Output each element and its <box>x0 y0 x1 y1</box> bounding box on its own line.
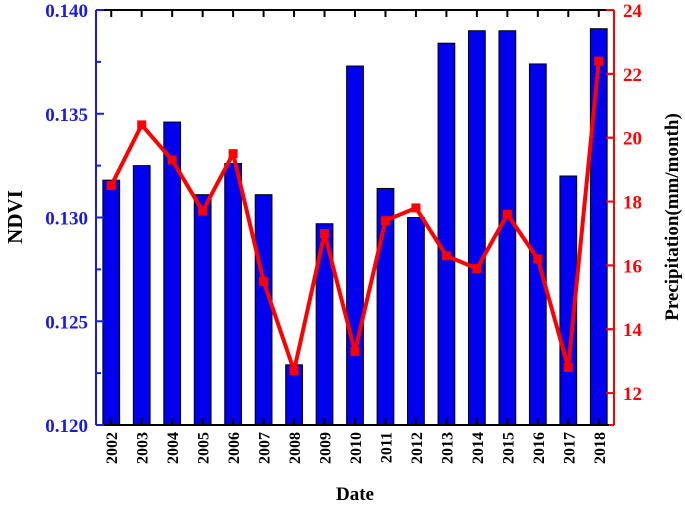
y-left-axis-title: NDVI <box>3 190 27 244</box>
ndvi-bar-2007 <box>254 194 273 426</box>
y-left-tick-label: 0.135 <box>45 105 88 126</box>
ndvi-bar-2012 <box>407 217 425 426</box>
precipitation-marker-2015 <box>502 209 512 219</box>
ndvi-bar-2002 <box>102 179 121 426</box>
precipitation-marker-2014 <box>472 264 482 274</box>
y-left-tick-label: 0.120 <box>45 416 88 437</box>
precipitation-marker-2013 <box>441 251 451 261</box>
x-tick-label-2007: 2007 <box>257 432 274 464</box>
y-left-tick-label: 0.130 <box>45 209 88 230</box>
ndvi-bar-2010 <box>346 65 364 426</box>
x-tick-label-2017: 2017 <box>561 432 578 464</box>
y-right-tick-label: 12 <box>623 384 642 405</box>
y-right-axis-title: Precipitation(mm/month) <box>662 113 683 321</box>
precipitation-marker-2007 <box>259 276 269 286</box>
precipitation-marker-2010 <box>350 347 360 357</box>
x-tick-label-2012: 2012 <box>409 432 426 464</box>
x-tick-label-2004: 2004 <box>165 432 182 464</box>
y-right-tick-label: 22 <box>623 65 642 86</box>
precipitation-marker-2017 <box>563 363 573 373</box>
precipitation-marker-2011 <box>380 216 390 226</box>
y-right-tick-label: 24 <box>623 1 643 22</box>
x-tick-label-2009: 2009 <box>318 432 335 464</box>
x-tick-label-2008: 2008 <box>287 432 304 464</box>
axes-layer: 0.120 0.125 0.130 0.135 0.140 12 14 16 18 20 22 24 2… <box>45 1 642 464</box>
ndvi-bar-2005 <box>193 194 212 426</box>
x-tick-label-2015: 2015 <box>500 432 517 464</box>
precipitation-marker-2003 <box>137 120 147 130</box>
y-left-tick-label: 0.125 <box>45 312 88 333</box>
x-tick-label-2006: 2006 <box>226 432 243 464</box>
ndvi-bar-2013 <box>437 42 456 426</box>
x-tick-label-2003: 2003 <box>135 432 152 464</box>
y-right-tick-label: 18 <box>623 193 642 214</box>
precipitation-marker-2006 <box>228 149 238 159</box>
precipitation-line-layer <box>106 56 604 376</box>
precipitation-marker-2018 <box>594 56 604 66</box>
x-tick-label-2013: 2013 <box>439 432 456 464</box>
ndvi-bar-2006 <box>224 163 243 426</box>
ndvi-bar-2014 <box>468 30 486 426</box>
ndvi-bar-2016 <box>528 63 547 426</box>
precipitation-marker-2002 <box>106 181 116 191</box>
x-tick-label-2005: 2005 <box>196 432 213 464</box>
bars-layer <box>102 28 608 426</box>
precipitation-marker-2009 <box>320 228 330 238</box>
x-tick-label-2011: 2011 <box>378 432 395 463</box>
x-axis-title: Date <box>336 484 374 505</box>
x-tick-label-2014: 2014 <box>470 432 487 464</box>
precipitation-marker-2016 <box>533 254 543 264</box>
precipitation-marker-2012 <box>411 203 421 213</box>
y-right-tick-label: 14 <box>623 320 643 341</box>
ndvi-bar-2003 <box>132 165 151 426</box>
precipitation-marker-2008 <box>289 366 299 376</box>
x-tick-label-2010: 2010 <box>348 432 365 464</box>
y-right-tick-label: 20 <box>623 129 642 150</box>
precipitation-marker-2004 <box>167 155 177 165</box>
x-tick-label-2016: 2016 <box>531 432 548 464</box>
precipitation-marker-2005 <box>198 206 208 216</box>
ndvi-bar-2018 <box>589 28 608 426</box>
x-tick-label-2002: 2002 <box>104 432 121 464</box>
y-right-tick-label: 16 <box>623 256 642 277</box>
x-tick-label-2018: 2018 <box>592 432 609 464</box>
y-left-tick-label: 0.140 <box>45 1 88 22</box>
